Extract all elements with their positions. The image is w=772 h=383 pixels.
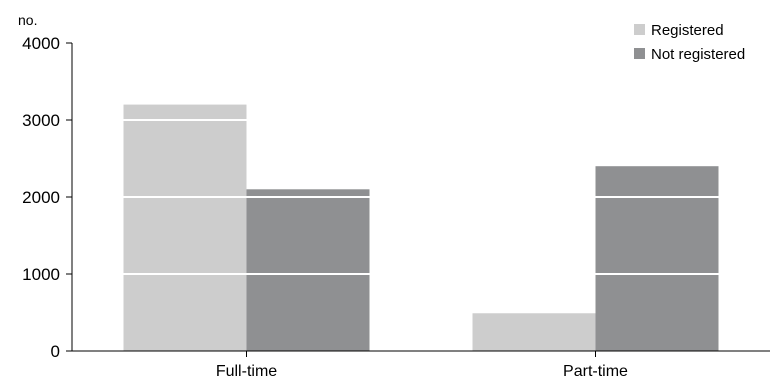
bar-registered-part-time [472, 313, 596, 351]
gridlines-group [123, 119, 719, 275]
legend: Registered Not registered [634, 22, 745, 63]
bar-not-registered-part-time [595, 166, 719, 351]
legend-swatch-registered [634, 24, 645, 35]
legend-swatch-not-registered [634, 48, 645, 59]
bar-registered-full-time [123, 104, 247, 351]
legend-label-not-registered: Not registered [651, 46, 745, 63]
y-tick-label: 2000 [22, 188, 60, 207]
x-category-label: Full-time [216, 363, 277, 380]
y-tick-label: 4000 [22, 34, 60, 53]
bars-group [123, 104, 719, 351]
x-category-label: Part-time [563, 363, 628, 380]
y-tick-label: 0 [51, 342, 60, 361]
legend-label-registered: Registered [651, 22, 724, 39]
bar-not-registered-full-time [246, 189, 370, 351]
y-ticks-group: 0 1000 2000 3000 4000 [22, 34, 72, 361]
y-tick-label: 3000 [22, 111, 60, 130]
y-axis-unit-label: no. [18, 12, 37, 28]
y-tick-label: 1000 [22, 265, 60, 284]
x-labels-group: Full-time Part-time [216, 351, 628, 380]
